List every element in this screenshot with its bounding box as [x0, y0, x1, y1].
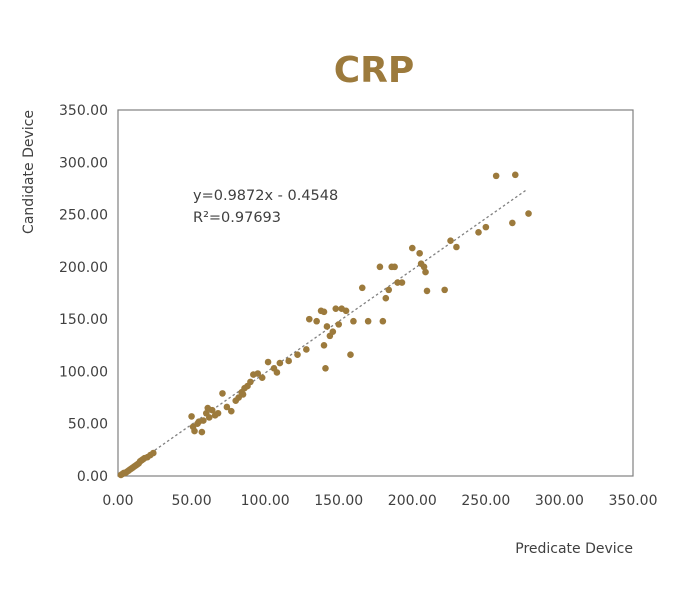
y-tick-label: 150.00 [59, 312, 108, 328]
y-tick-label: 50.00 [68, 417, 108, 433]
data-point [208, 406, 216, 414]
data-point [285, 357, 292, 365]
data-point [385, 286, 393, 294]
data-point [391, 263, 398, 271]
data-point [376, 263, 384, 271]
data-point [420, 263, 428, 271]
x-axis-label: Predicate Device [515, 541, 633, 557]
data-point [191, 427, 198, 435]
data-point [322, 364, 329, 372]
x-tick-label: 150.00 [314, 493, 363, 509]
data-point [258, 374, 266, 382]
data-point [205, 414, 213, 421]
data-point [273, 369, 281, 376]
data-point [511, 171, 519, 179]
data-point [525, 210, 532, 217]
data-point [303, 346, 310, 353]
data-point [219, 390, 226, 397]
data-point [350, 317, 357, 325]
y-axis-ticks: 0.00 50.00 100.00 150.00 200.00 250.00 300.00 3… [59, 103, 108, 485]
data-point [398, 279, 406, 286]
x-tick-label: 250.00 [461, 493, 510, 509]
data-point [247, 378, 254, 386]
data-point [276, 359, 284, 367]
data-point [239, 391, 247, 398]
x-tick-label: 100.00 [241, 493, 290, 509]
y-axis-label: Candidate Device [21, 110, 37, 234]
x-tick-label: 50.00 [172, 493, 212, 509]
data-point [482, 223, 490, 231]
data-point [329, 328, 337, 335]
data-point [254, 370, 262, 377]
data-point [320, 341, 328, 349]
data-point [305, 315, 313, 323]
data-point [423, 287, 431, 295]
trendline-equation: y=0.9872x - 0.4548 [193, 188, 338, 204]
data-point [200, 417, 207, 424]
data-point [453, 243, 460, 251]
x-tick-label: 350.00 [609, 493, 658, 509]
data-point [320, 308, 328, 316]
y-tick-label: 200.00 [59, 260, 108, 276]
data-point [313, 317, 320, 325]
r-squared-label: R²=0.97693 [193, 210, 281, 226]
data-point [364, 317, 372, 325]
data-point [441, 286, 448, 294]
data-point [223, 403, 231, 411]
data-point [475, 229, 482, 236]
data-point [294, 351, 301, 358]
data-point [323, 323, 331, 330]
y-tick-label: 0.00 [77, 469, 108, 485]
x-tick-label: 0.00 [102, 493, 133, 509]
data-point [509, 219, 516, 227]
data-point [332, 305, 340, 312]
data-point [188, 413, 195, 420]
data-point [447, 237, 454, 245]
data-point [382, 294, 390, 302]
data-points [117, 171, 532, 479]
data-point [408, 244, 416, 252]
data-point [214, 409, 222, 417]
data-point [264, 358, 272, 366]
y-tick-label: 100.00 [59, 364, 108, 380]
data-point [342, 307, 350, 315]
x-tick-label: 300.00 [535, 493, 584, 509]
chart-title: CRP [334, 50, 415, 91]
x-axis-ticks: 0.00 50.00 100.00 150.00 200.00 250.00 300.00 3… [102, 493, 657, 509]
data-point [150, 449, 157, 457]
y-tick-label: 350.00 [59, 103, 108, 119]
data-point [335, 321, 343, 328]
y-tick-label: 250.00 [59, 208, 108, 224]
x-tick-label: 200.00 [388, 493, 437, 509]
data-point [416, 249, 423, 257]
data-point [228, 407, 235, 415]
plot-area [117, 109, 634, 477]
data-point [379, 317, 387, 325]
data-point [347, 351, 354, 358]
data-point [492, 172, 500, 180]
data-point [198, 428, 206, 436]
data-point [422, 268, 429, 276]
y-tick-label: 300.00 [59, 155, 108, 171]
trendline [117, 188, 528, 477]
data-point [358, 284, 366, 292]
